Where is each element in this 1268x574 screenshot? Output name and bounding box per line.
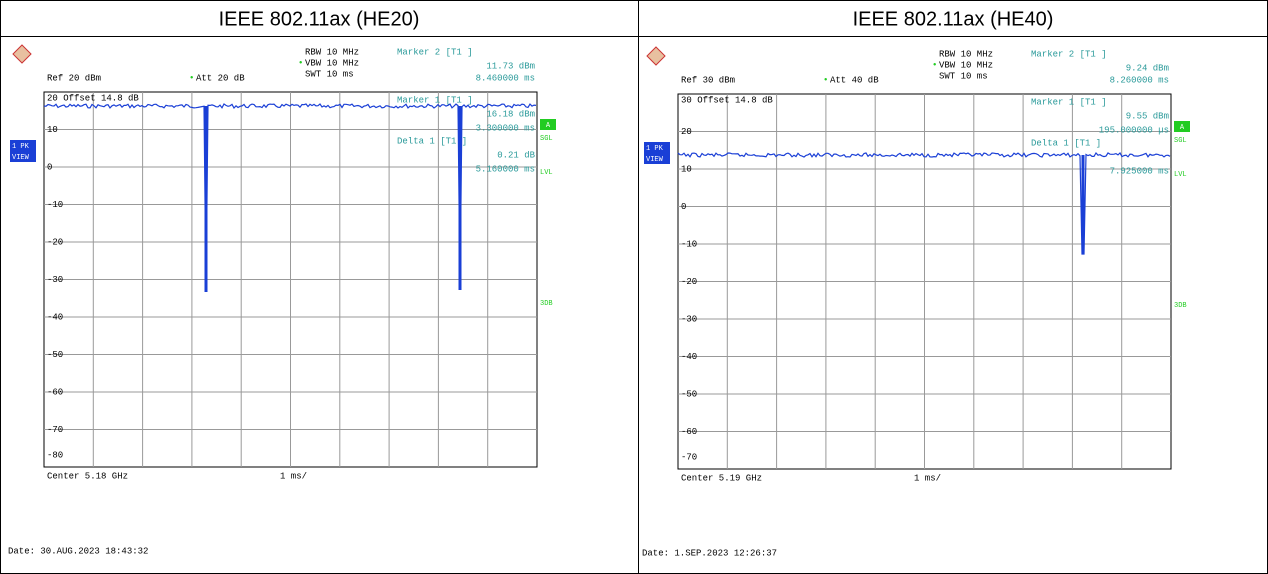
label: Marker 2 [T1 ] [397, 47, 473, 57]
label: A [1180, 124, 1185, 132]
label: VBW 10 MHz [939, 60, 993, 70]
trace-box [644, 142, 670, 164]
side-box [1174, 121, 1190, 132]
label: Center 5.18 GHz [47, 471, 128, 481]
label: Delta 1 [T1 ] [397, 136, 467, 146]
flag: • [189, 73, 194, 83]
label: SGL [540, 135, 553, 143]
label: SWT 10 ms [939, 71, 988, 81]
label: VIEW [12, 154, 30, 162]
label: 195.000000 µs [1099, 125, 1169, 135]
flag: • [823, 75, 828, 85]
label: Ref 20 dBm [47, 73, 101, 83]
trace [43, 103, 537, 293]
side-box [540, 119, 556, 130]
y-tick-label: -50 [681, 389, 697, 399]
label: Marker 1 [T1 ] [1031, 97, 1107, 107]
y-tick-label: 20 [681, 127, 692, 137]
label: VBW 10 MHz [305, 58, 359, 68]
y-tick-label: -70 [47, 425, 63, 435]
y-tick-label: -10 [47, 200, 63, 210]
logo [12, 44, 32, 64]
label: RBW 10 MHz [939, 49, 993, 59]
y-tick-label: -70 [681, 452, 697, 462]
logo [646, 46, 666, 66]
header: IEEE 802.11ax (HE40) [853, 8, 1054, 30]
label: Date: 1.SEP.2023 12:26:37 [642, 548, 777, 558]
label: SGL [1174, 137, 1187, 145]
y-tick-label: -40 [47, 312, 63, 322]
label: Delta 1 [T1 ] [1031, 138, 1101, 148]
label: 3DB [1174, 302, 1187, 310]
label: RBW 10 MHz [305, 47, 359, 57]
label: Marker 1 [T1 ] [397, 95, 473, 105]
label: 9.55 dBm [1126, 111, 1169, 121]
label: 20 Offset 14.8 dB [47, 93, 139, 103]
y-tick-label: -20 [47, 237, 63, 247]
y-tick-label: -40 [681, 352, 697, 362]
y-tick-label: 0 [681, 202, 686, 212]
trace-box [10, 140, 36, 162]
y-tick-label: 10 [47, 125, 58, 135]
y-tick-label: 0 [47, 162, 52, 172]
label: A [546, 122, 551, 130]
label: 0.21 dB [497, 150, 535, 160]
label: Center 5.19 GHz [681, 473, 762, 483]
y-tick-label: 10 [681, 164, 692, 174]
y-tick-label: -50 [47, 350, 63, 360]
label: VIEW [646, 156, 664, 164]
label: 8.460000 ms [476, 73, 535, 83]
label: 5.160000 ms [476, 164, 535, 174]
label: 7.925000 ms [1110, 166, 1169, 176]
y-tick-label: -60 [681, 427, 697, 437]
header: IEEE 802.11ax (HE20) [219, 8, 420, 30]
y-tick-label: -80 [47, 450, 63, 460]
label: 16.18 dBm [486, 109, 535, 119]
label: 1 ms/ [280, 471, 307, 481]
label: SWT 10 ms [305, 69, 354, 79]
label: 1 ms/ [914, 473, 941, 483]
flag: • [298, 58, 303, 68]
label: 3DB [540, 300, 553, 308]
label: 9.24 dBm [1126, 63, 1169, 73]
label: 11.73 dBm [486, 61, 535, 71]
label: Att 40 dB [830, 75, 879, 85]
label: 1 PK [646, 145, 664, 153]
y-tick-label: -30 [681, 314, 697, 324]
flag: • [932, 60, 937, 70]
label: Ref 30 dBm [681, 75, 735, 85]
label: LVL [1174, 171, 1187, 179]
y-tick-label: -60 [47, 387, 63, 397]
y-tick-label: -30 [47, 275, 63, 285]
label: Att 20 dB [196, 73, 245, 83]
y-tick-label: -20 [681, 277, 697, 287]
label: 8.260000 ms [1110, 75, 1169, 85]
label: 1 PK [12, 143, 30, 151]
label: 3.300000 ms [476, 123, 535, 133]
y-tick-label: -10 [681, 239, 697, 249]
trace [677, 151, 1171, 255]
label: Marker 2 [T1 ] [1031, 49, 1107, 59]
label: 30 Offset 14.8 dB [681, 95, 773, 105]
label: LVL [540, 169, 553, 177]
label: Date: 30.AUG.2023 18:43:32 [8, 546, 148, 556]
